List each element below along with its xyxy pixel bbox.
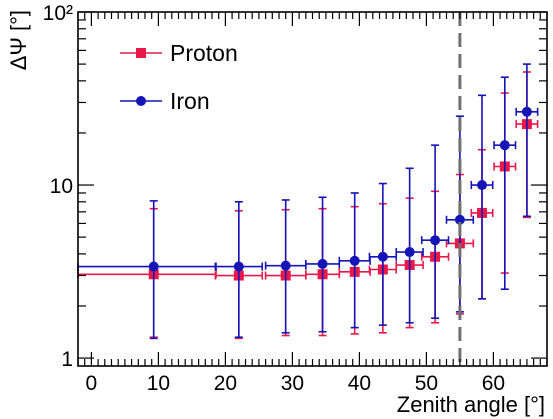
x-axis-label: Zenith angle [°] xyxy=(397,392,545,417)
legend-item-iron: Iron xyxy=(120,88,210,114)
series-iron xyxy=(77,63,539,340)
data-point-iron xyxy=(477,180,488,191)
data-point-iron xyxy=(317,258,328,269)
x-tick-label: 30 xyxy=(281,372,304,395)
x-tick-label: 0 xyxy=(86,372,98,395)
y-tick-label: 1 xyxy=(61,348,73,371)
data-point-iron xyxy=(377,251,388,262)
plot-frame xyxy=(77,11,548,367)
y-axis-label: ΔΨ [°] xyxy=(6,10,31,70)
y-tick-labels: 1 10 10² xyxy=(43,2,73,371)
series-proton xyxy=(77,71,539,340)
data-point-iron xyxy=(148,261,159,272)
x-tick-label: 50 xyxy=(415,372,438,395)
data-point-iron xyxy=(499,140,510,151)
data-point-iron xyxy=(430,235,441,246)
series-layer xyxy=(77,63,539,340)
y-tick-label: 10 xyxy=(50,175,73,198)
data-point-iron xyxy=(521,106,532,117)
data-point-iron xyxy=(404,247,415,258)
x-tick-label: 20 xyxy=(214,372,237,395)
x-tick-label: 40 xyxy=(348,372,371,395)
legend: Proton Iron xyxy=(120,40,238,114)
legend-marker-circle xyxy=(136,96,146,106)
data-point-iron xyxy=(280,260,291,271)
ticks-layer xyxy=(77,11,548,366)
legend-label: Proton xyxy=(170,40,238,66)
x-tick-labels: 0 10 20 30 40 50 60 xyxy=(86,372,506,395)
data-point-iron xyxy=(349,255,360,266)
data-point-iron xyxy=(454,214,465,225)
legend-label: Iron xyxy=(170,88,210,114)
data-point-iron xyxy=(233,261,244,272)
legend-marker-square xyxy=(136,48,146,58)
legend-item-proton: Proton xyxy=(120,40,238,66)
x-tick-label: 60 xyxy=(482,372,505,395)
x-tick-label: 10 xyxy=(147,372,170,395)
y-tick-label: 10² xyxy=(43,2,73,25)
